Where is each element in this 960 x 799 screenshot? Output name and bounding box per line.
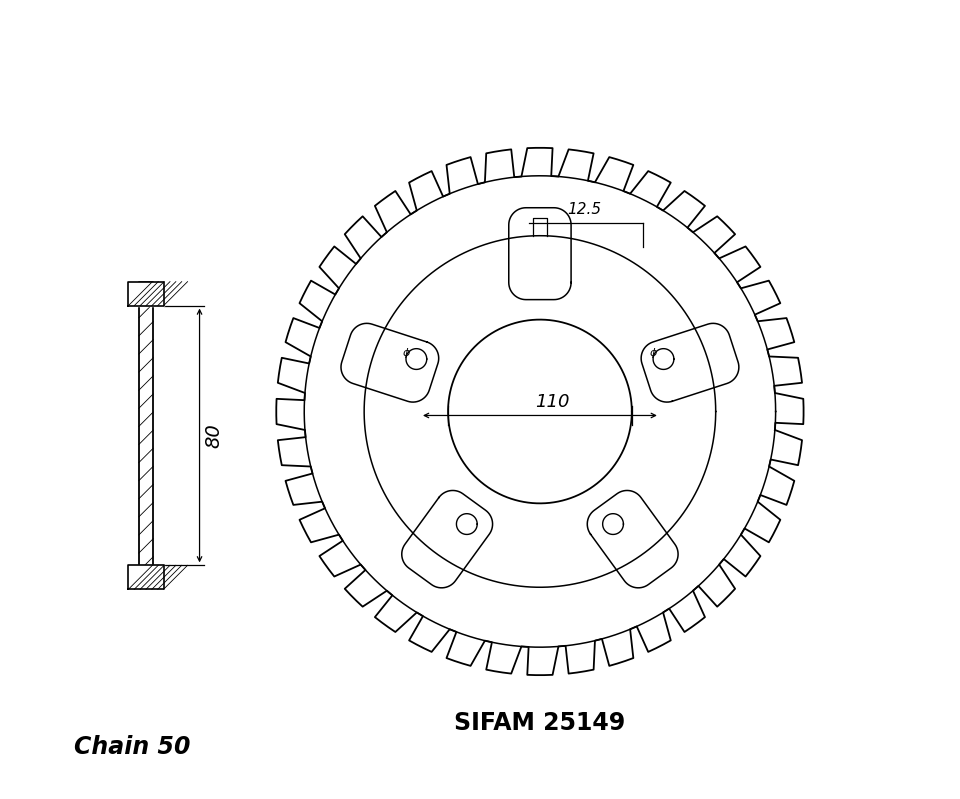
Text: 12.5: 12.5 [567, 202, 601, 217]
Text: 80: 80 [204, 423, 224, 447]
Text: SIFAM 25149: SIFAM 25149 [454, 711, 626, 735]
Text: Chain 50: Chain 50 [74, 735, 191, 759]
Polygon shape [129, 566, 163, 590]
Polygon shape [129, 282, 163, 306]
Text: 110: 110 [535, 392, 569, 411]
Text: $\phi$: $\phi$ [649, 346, 659, 360]
Text: $\phi$: $\phi$ [402, 346, 411, 360]
